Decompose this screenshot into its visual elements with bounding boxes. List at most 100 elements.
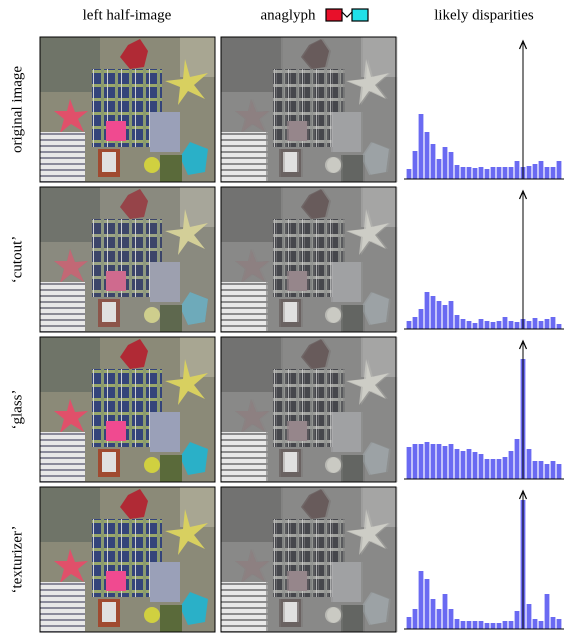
histogram-bar [490,623,496,629]
histogram-bar [406,617,412,629]
disparity-arrow-head [518,189,528,200]
histogram-bar [460,451,466,479]
histogram-bar [412,317,418,329]
histogram-bar [556,619,562,629]
histogram-bar [544,464,550,479]
histogram-bar [508,321,514,329]
image-border [220,486,397,633]
histogram-bar [508,621,514,629]
histogram-bar [448,444,454,479]
image-border [220,336,397,483]
left-half-image [40,187,215,332]
disparity-arrow-head [518,39,528,50]
histogram-bar [454,619,460,629]
left-half-image [40,337,215,482]
histogram-bar [514,322,520,329]
histogram-bar [472,323,478,329]
histogram-bar [538,161,544,179]
anaglyph-red-shift [223,37,398,182]
histogram-bar [550,317,556,329]
histogram-bar [424,579,430,629]
column-headers: left half-image anaglyph likely disparit… [83,7,534,23]
histogram-bar [484,169,490,179]
histogram-bar [526,449,532,479]
histogram-bar [460,319,466,329]
histogram-bar [538,461,544,479]
histogram-bar [460,167,466,179]
histogram-bar [442,594,448,629]
histogram-bar [448,301,454,329]
histogram-bar [412,151,418,179]
histogram-bar [460,621,466,629]
histogram-bar [472,168,478,179]
histogram-bar [466,167,472,179]
histogram-bar [514,161,520,179]
row-label: ‘glass’ [9,390,25,430]
histogram-bar [556,161,562,179]
histogram-bar [418,571,424,629]
histogram-bar [496,321,502,329]
histogram-bar [424,132,430,179]
histogram-bar [454,165,460,179]
histogram-bar [556,324,562,329]
histogram-bar [526,604,532,629]
histogram-bar [550,461,556,479]
histogram-bar [418,309,424,329]
histogram-bar [532,318,538,329]
disparity-arrow-head [518,489,528,500]
histogram-bar [472,621,478,629]
histogram-bar [496,167,502,179]
histogram-bar [538,321,544,329]
histogram-bar [466,321,472,329]
histogram-bar [502,317,508,329]
image-border [39,186,216,333]
anaglyph-red-shift [223,337,398,482]
histogram-bar [496,459,502,479]
histogram-bar [550,167,556,179]
histogram-bar [424,292,430,329]
histogram-bar [544,319,550,329]
histogram-bar [466,449,472,479]
column-header: left half-image [83,7,172,23]
left-half-image [40,37,215,182]
column-header: anaglyph [261,7,316,23]
histogram-bar [490,167,496,179]
histogram-bar [442,446,448,479]
row: ‘texturizer’ [9,486,564,633]
histogram-bar [532,619,538,629]
disparity-arrow-head [518,339,528,350]
histogram-bar [484,623,490,629]
histogram-bar [478,454,484,479]
histogram-bar [490,459,496,479]
histogram-bar [406,169,412,179]
rows: original image ‘cutout’ ‘glass’ ‘texturizer… [9,36,564,633]
histogram-bar [454,315,460,329]
histogram-bar [430,144,436,179]
histogram-bar [478,319,484,329]
histogram-bar [556,464,562,479]
row-label: ‘texturizer’ [9,525,25,593]
row-label: original image [9,66,25,153]
histogram-bar [436,301,442,329]
histogram-bar [442,147,448,179]
histogram-bar [406,447,412,479]
histogram-bar [514,611,520,629]
row: ‘glass’ [9,336,564,483]
image-border [39,486,216,633]
histogram-bar [502,457,508,479]
image-border [39,36,216,183]
histogram-bar [484,459,490,479]
histogram-bar [550,617,556,629]
histogram-bar [478,621,484,629]
histogram-bar [448,152,454,179]
anaglyph-red-shift [223,487,398,632]
anaglyph-glasses-icon [325,8,369,22]
histogram-bar [406,321,412,329]
histogram-bar [466,621,472,629]
histogram-bar [532,461,538,479]
histogram-bar [526,321,532,329]
histogram-bar [544,594,550,629]
histogram-bar [484,321,490,329]
histogram-bar [418,444,424,479]
row: ‘cutout’ [9,186,564,333]
